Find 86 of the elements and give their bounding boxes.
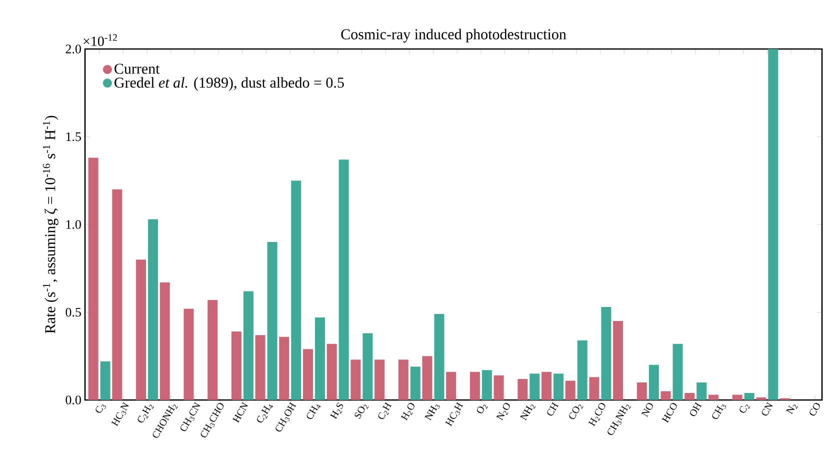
bar — [744, 392, 754, 400]
x-tick-label: CO$_{2}$ — [569, 404, 584, 420]
x-tick-label: CH$_{3}$OH — [276, 402, 296, 432]
x-tick-label: H$_{2}$O — [400, 403, 414, 421]
bar — [553, 374, 564, 400]
x-tick-label: CH$_{3}$ — [712, 404, 726, 420]
bar — [708, 394, 718, 400]
bar — [768, 49, 778, 400]
x-tick-label: SO$_{2}$ — [354, 404, 369, 419]
bar — [374, 360, 385, 400]
legend-label: Current — [114, 64, 160, 74]
bar — [112, 189, 122, 400]
bar — [756, 397, 766, 400]
x-tick-label: OH — [690, 402, 702, 416]
x-tick-label: CO — [810, 403, 820, 416]
x-tick-label: NO — [641, 403, 653, 418]
x-tick-label: HC$_{3}$H — [445, 402, 464, 426]
bar — [672, 344, 683, 400]
x-tick-label: H$_{2}$S — [330, 402, 344, 420]
bar — [291, 180, 302, 400]
bar — [279, 336, 290, 400]
x-tick-label: N$_{2}$ — [786, 404, 798, 414]
bar — [148, 219, 158, 400]
bar — [577, 340, 588, 400]
bar — [565, 380, 576, 400]
bar — [470, 372, 480, 400]
x-tick-label: C$_{2}$H$_{2}$ — [138, 404, 154, 422]
bar — [613, 321, 624, 400]
legend-label: Gredel et al. (1989), dust albedo = 0.5 — [114, 77, 344, 91]
x-tick-label: CH$_{3}$CN — [180, 402, 200, 432]
bar — [243, 291, 254, 400]
bar — [314, 318, 325, 400]
bar — [601, 306, 612, 400]
y-tick-label: 1.5 — [66, 132, 81, 142]
bar — [410, 366, 420, 400]
y-tick-label: 1.0 — [66, 220, 81, 229]
bar — [696, 382, 707, 400]
bar — [338, 160, 349, 400]
bar — [231, 332, 242, 400]
x-tick-label: C$_{2}$H$_{4}$ — [257, 404, 274, 422]
bar — [302, 349, 313, 400]
bar — [100, 361, 110, 400]
y-tick-label: 2.0 — [66, 44, 81, 54]
x-tick-label: C$_{3}$ — [96, 404, 106, 413]
bar — [530, 374, 540, 400]
x-tick-label: C$_{2}$ — [740, 404, 750, 413]
bar — [255, 335, 266, 400]
bar — [732, 394, 742, 400]
y-tick-label: 0.5 — [66, 308, 81, 317]
bar — [434, 314, 444, 400]
bar — [350, 360, 361, 400]
y-tick-label: 0.0 — [66, 396, 81, 404]
bar — [398, 360, 408, 400]
bar — [589, 377, 600, 400]
text: ×10$^{-12}$ — [84, 34, 117, 46]
bar — [160, 282, 170, 400]
bar — [362, 333, 373, 400]
x-tick-label: N$_{2}$O — [496, 403, 510, 421]
bar — [88, 158, 98, 400]
bar — [494, 375, 504, 400]
x-tick-label: CH$_{3}$NH$_{2}$ — [608, 404, 632, 436]
x-tick-label: NH$_{3}$ — [424, 404, 440, 421]
bar — [684, 392, 695, 400]
bar — [648, 364, 659, 400]
bar — [208, 300, 218, 400]
x-tick-label: C$_{2}$H — [378, 402, 392, 420]
chart-title: Cosmic-ray induced photodestruction — [341, 28, 566, 42]
bar — [541, 372, 552, 400]
bar — [267, 242, 278, 400]
bar — [482, 370, 492, 400]
x-tick-label: O$_{2}$ — [477, 404, 488, 414]
text: Rate (s$^{-1}$, assuming ζ = 10$^{-16}$ s$^{-1}$ H$^{-1}$) — [42, 116, 58, 334]
bar — [660, 391, 671, 400]
bar — [326, 344, 337, 400]
bar — [136, 260, 146, 400]
x-tick-label: HC$_{3}$N — [111, 402, 129, 426]
x-tick-label: NH$_{2}$ — [520, 404, 536, 421]
bar — [446, 372, 456, 400]
bar — [636, 382, 647, 400]
x-tick-label: H$_{2}$CO — [588, 403, 606, 426]
x-tick-label: CN — [762, 402, 773, 416]
bar — [184, 308, 194, 400]
bar — [422, 356, 432, 400]
x-tick-label: CH$_{4}$ — [306, 404, 321, 420]
bar — [518, 378, 528, 400]
x-tick-label: CH — [547, 402, 559, 416]
